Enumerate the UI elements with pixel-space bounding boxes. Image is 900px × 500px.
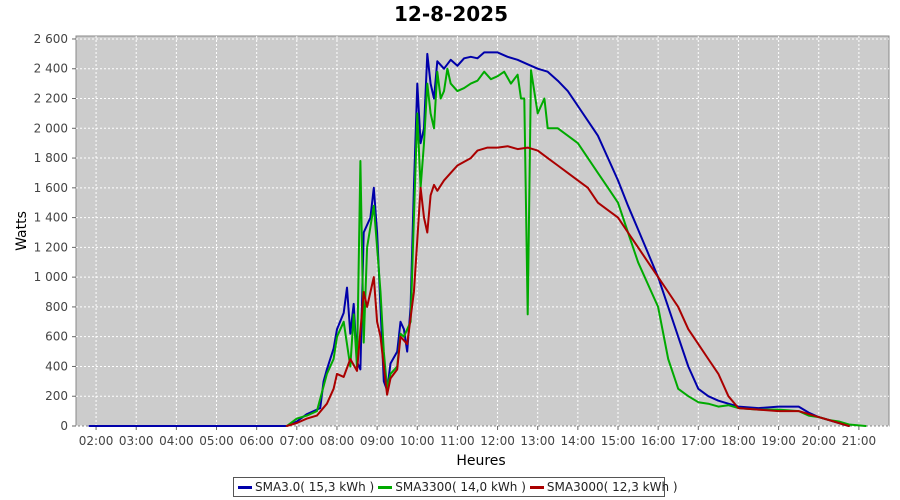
x-tick-label: 02:00 <box>79 434 114 448</box>
legend-item-sma3-0: SMA3.0( 15,3 kWh ) <box>238 480 374 494</box>
legend-item-sma3300: SMA3300( 14,0 kWh ) <box>378 480 526 494</box>
y-tick-label: 0 <box>60 419 68 433</box>
chart-title: 12-8-2025 <box>394 2 508 26</box>
x-tick-label: 18:00 <box>721 434 756 448</box>
y-tick-label: 2 400 <box>34 62 68 76</box>
legend-label-sma3-0: SMA3.0( 15,3 kWh ) <box>255 480 375 494</box>
series-line-sma3000 <box>285 145 850 427</box>
y-tick-label: 800 <box>45 300 68 314</box>
y-tick-label: 1 800 <box>34 151 68 165</box>
x-axis-label: Heures <box>456 453 505 469</box>
series-line-sma3300 <box>285 67 867 427</box>
y-tick-label: 1 000 <box>34 270 68 284</box>
y-tick-label: 2 200 <box>34 92 68 106</box>
series-lines <box>88 51 867 427</box>
x-axis: 02:00 03:00 04:00 05:00 06:00 07:00 08:00 09:00… <box>79 426 876 448</box>
series-line-sma3-0 <box>88 51 850 427</box>
chart-legend: SMA3.0( 15,3 kWh ) SMA3300( 14,0 kWh ) S… <box>233 477 678 497</box>
legend-label-sma3300: SMA3300( 14,0 kWh ) <box>395 480 526 494</box>
x-tick-label: 19:00 <box>761 434 796 448</box>
x-tick-label: 09:00 <box>360 434 395 448</box>
legend-item-sma3000: SMA3000( 12,3 kWh ) <box>529 480 678 494</box>
legend-swatch-sma3-0 <box>238 485 252 489</box>
x-tick-label: 05:00 <box>199 434 234 448</box>
x-tick-label: 03:00 <box>119 434 154 448</box>
x-tick-label: 16:00 <box>641 434 676 448</box>
y-tick-label: 1 600 <box>34 181 68 195</box>
x-tick-label: 14:00 <box>561 434 596 448</box>
legend-label-sma3000: SMA3000( 12,3 kWh ) <box>546 480 678 494</box>
y-tick-label: 200 <box>45 389 68 403</box>
x-tick-label: 04:00 <box>159 434 194 448</box>
y-tick-label: 1 400 <box>34 211 68 225</box>
x-tick-label: 20:00 <box>801 434 836 448</box>
x-tick-label: 17:00 <box>681 434 716 448</box>
x-tick-label: 11:00 <box>440 434 475 448</box>
x-tick-label: 07:00 <box>280 434 315 448</box>
x-tick-label: 12:00 <box>480 434 515 448</box>
plot-area <box>75 35 890 427</box>
legend-swatch-sma3300 <box>378 485 393 489</box>
y-tick-label: 2 600 <box>34 32 68 46</box>
x-tick-label: 13:00 <box>520 434 555 448</box>
x-tick-label: 10:00 <box>400 434 435 448</box>
y-axis: 0 200 400 600 800 1 000 1 200 1 400 1 600 1 800 2 … <box>34 32 76 433</box>
legend-swatch-sma3000 <box>529 485 544 489</box>
x-tick-label: 15:00 <box>601 434 636 448</box>
y-tick-label: 1 200 <box>34 240 68 254</box>
x-tick-label: 06:00 <box>239 434 274 448</box>
x-tick-label: 08:00 <box>320 434 355 448</box>
x-tick-label: 21:00 <box>842 434 877 448</box>
y-tick-label: 400 <box>45 359 68 373</box>
y-tick-label: 600 <box>45 330 68 344</box>
y-tick-label: 2 000 <box>34 121 68 135</box>
y-axis-label: Watts <box>14 211 30 251</box>
